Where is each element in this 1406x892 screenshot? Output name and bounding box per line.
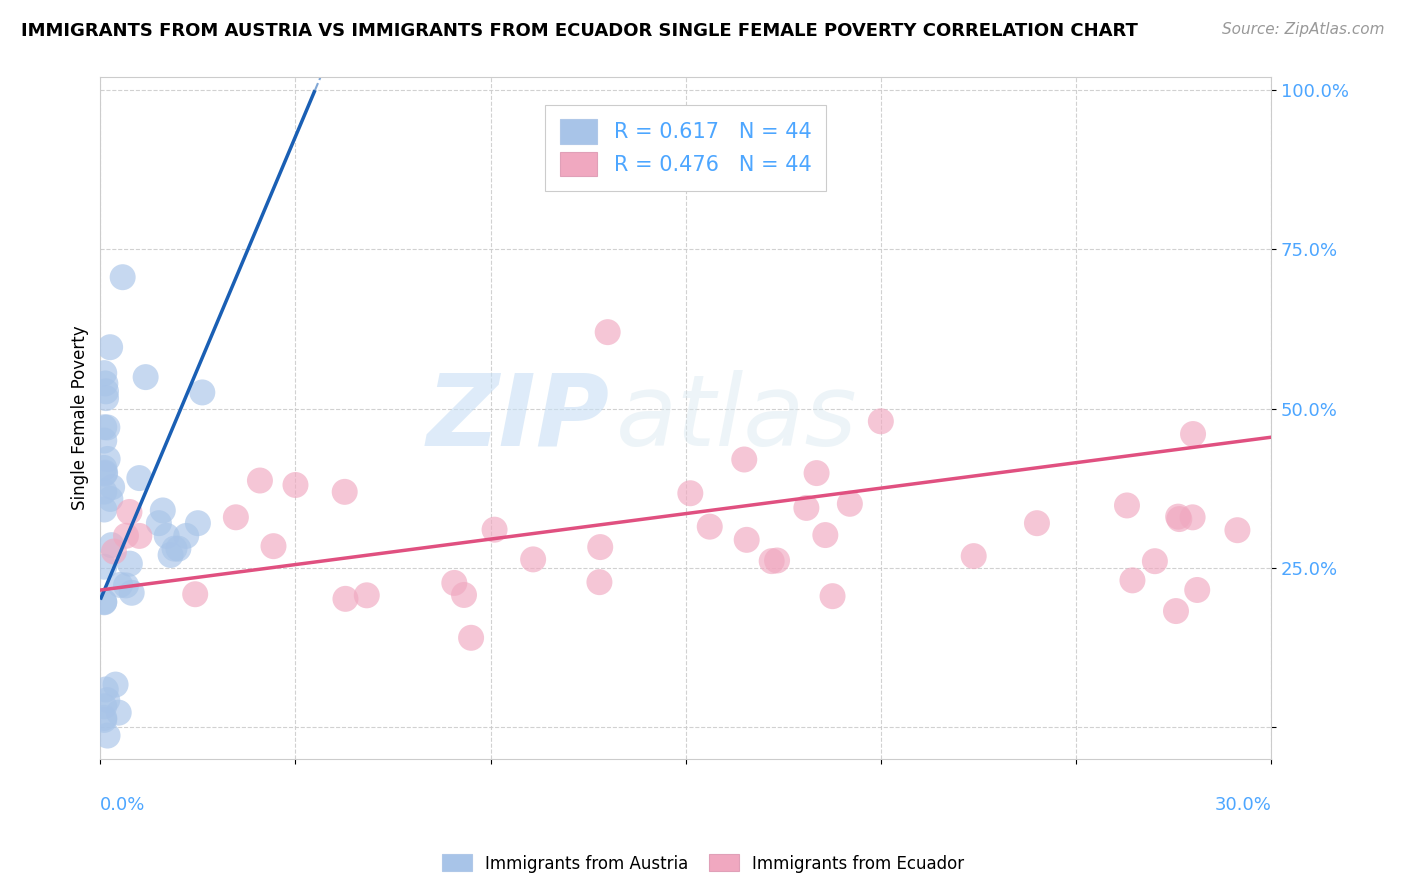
Point (484, 523, 506, 537)
Point (128, 471, 150, 485)
Point (107, 706, 129, 720)
Point (94, 391, 117, 405)
Point (94, 376, 117, 391)
Legend: Immigrants from Austria, Immigrants from Ecuador: Immigrants from Austria, Immigrants from… (436, 847, 970, 880)
Point (191, 385, 214, 400)
Point (1164, 604, 1187, 618)
Text: 30.0%: 30.0% (1215, 797, 1271, 814)
Point (679, 486, 702, 500)
Point (118, 557, 141, 571)
Point (1226, 523, 1249, 537)
Point (159, 548, 181, 562)
Point (93, 484, 115, 499)
Point (1187, 582, 1209, 597)
Point (111, 270, 134, 285)
Point (806, 466, 828, 480)
Point (1181, 510, 1204, 524)
Point (94, 682, 117, 697)
Point (263, 539, 285, 553)
Point (93, 420, 115, 434)
Text: ZIP: ZIP (426, 369, 610, 467)
Point (163, 541, 186, 556)
Point (167, 541, 190, 556)
Point (118, 505, 141, 519)
Point (100, 538, 122, 552)
Point (453, 588, 475, 602)
Point (963, 549, 986, 563)
Point (93, 711, 115, 725)
Point (103, 544, 125, 558)
Point (115, 529, 138, 543)
Text: atlas: atlas (616, 369, 858, 467)
Point (1143, 554, 1166, 568)
Point (93, 595, 115, 609)
Point (104, 677, 127, 691)
Point (135, 370, 157, 384)
Point (96, 729, 118, 743)
Point (249, 474, 271, 488)
Point (93, 713, 115, 727)
Point (1167, 509, 1189, 524)
Y-axis label: Single Female Poverty: Single Female Poverty (72, 326, 89, 510)
Text: 0.0%: 0.0% (100, 797, 146, 814)
Point (1026, 516, 1049, 531)
Point (733, 452, 755, 467)
Point (93, 502, 115, 516)
Point (821, 589, 844, 603)
Point (93, 595, 115, 609)
Point (766, 553, 789, 567)
Point (333, 484, 356, 499)
Point (174, 529, 197, 543)
Point (596, 325, 619, 339)
Point (814, 528, 837, 542)
Point (98, 491, 121, 506)
Point (443, 575, 465, 590)
Point (108, 578, 131, 592)
Point (1168, 512, 1191, 526)
Point (1116, 499, 1139, 513)
Point (761, 554, 783, 568)
Point (96, 420, 118, 434)
Point (335, 591, 357, 606)
Point (796, 500, 818, 515)
Point (101, 480, 124, 494)
Point (284, 478, 307, 492)
Point (699, 519, 721, 533)
Text: IMMIGRANTS FROM AUSTRIA VS IMMIGRANTS FROM ECUADOR SINGLE FEMALE POVERTY CORRELA: IMMIGRANTS FROM AUSTRIA VS IMMIGRANTS FR… (21, 22, 1137, 40)
Point (93, 559, 115, 574)
Point (94, 384, 117, 399)
Point (148, 516, 170, 531)
Legend: R = 0.617   N = 44, R = 0.476   N = 44: R = 0.617 N = 44, R = 0.476 N = 44 (546, 105, 827, 191)
Point (184, 587, 207, 601)
Point (98, 340, 121, 354)
Point (152, 503, 174, 517)
Point (589, 540, 612, 554)
Text: Source: ZipAtlas.com: Source: ZipAtlas.com (1222, 22, 1385, 37)
Point (838, 497, 860, 511)
Point (97, 452, 120, 467)
Point (94, 466, 117, 480)
Point (94, 467, 117, 481)
Point (225, 510, 247, 524)
Point (460, 631, 482, 645)
Point (128, 529, 150, 543)
Point (1121, 574, 1143, 588)
Point (121, 586, 143, 600)
Point (869, 414, 891, 428)
Point (93, 434, 115, 448)
Point (522, 552, 544, 566)
Point (588, 575, 610, 590)
Point (156, 529, 179, 543)
Point (93, 699, 115, 714)
Point (1182, 427, 1205, 442)
Point (735, 533, 758, 547)
Point (187, 516, 209, 531)
Point (115, 578, 138, 592)
Point (356, 588, 378, 602)
Point (96, 693, 118, 707)
Point (93, 366, 115, 380)
Point (93, 461, 115, 475)
